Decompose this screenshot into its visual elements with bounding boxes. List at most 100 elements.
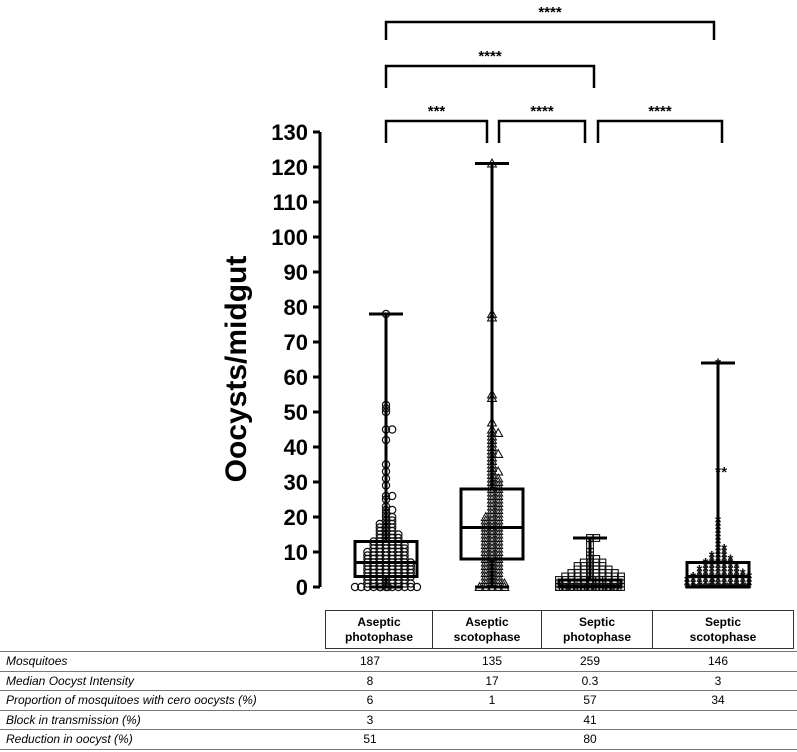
data-point bbox=[375, 523, 384, 532]
data-point bbox=[388, 516, 397, 525]
significance-label: **** bbox=[648, 103, 672, 120]
table-cell: 51 bbox=[363, 732, 377, 746]
data-point: * bbox=[690, 573, 696, 590]
category-label-line: Aseptic bbox=[357, 614, 401, 629]
box bbox=[353, 540, 419, 578]
category-header: Aseptic photophase bbox=[325, 610, 433, 649]
data-point: * bbox=[703, 566, 709, 583]
data-point: * bbox=[734, 566, 740, 583]
category-label-line: Aseptic bbox=[465, 614, 509, 629]
data-point: * bbox=[721, 545, 727, 562]
table-cell: 6 bbox=[366, 693, 374, 707]
data-point: * bbox=[734, 559, 740, 576]
data-point bbox=[406, 582, 415, 592]
row-divider bbox=[0, 710, 797, 711]
data-point: * bbox=[715, 576, 721, 593]
data-point: * bbox=[703, 576, 709, 593]
table-cell: 259 bbox=[579, 654, 601, 668]
data-point: * bbox=[727, 576, 733, 593]
data-point bbox=[375, 519, 384, 529]
data-point: * bbox=[709, 552, 715, 569]
data-point: * bbox=[709, 566, 715, 583]
table-row-label: Proportion of mosquitoes with cero oocys… bbox=[6, 693, 257, 707]
significance-label: **** bbox=[478, 48, 502, 65]
data-point bbox=[400, 544, 409, 553]
data-point: * bbox=[696, 576, 702, 593]
data-point: * bbox=[696, 566, 702, 583]
table-cell: 8 bbox=[366, 674, 374, 688]
significance-bracket: **** bbox=[384, 4, 716, 40]
data-point: * bbox=[721, 576, 727, 593]
data-point: * bbox=[703, 562, 709, 579]
table-row-label: Reduction in oocyst (%) bbox=[6, 732, 133, 746]
box-whisker bbox=[459, 162, 525, 589]
y-tick-label: 40 bbox=[284, 435, 308, 460]
data-point: * bbox=[710, 576, 716, 593]
box-whisker bbox=[353, 312, 419, 589]
data-point: * bbox=[734, 576, 740, 593]
y-tick-label: 90 bbox=[284, 260, 308, 285]
data-point: * bbox=[721, 548, 727, 565]
category-header: Septic photophase bbox=[541, 610, 653, 649]
data-point bbox=[388, 505, 397, 515]
data-point: * bbox=[727, 573, 733, 590]
category-label-line: photophase bbox=[345, 629, 413, 644]
table-cell: 34 bbox=[711, 693, 725, 707]
table-cell: 41 bbox=[583, 713, 597, 727]
category-label-line: Septic bbox=[704, 614, 741, 629]
data-point: * bbox=[727, 552, 733, 569]
significance-label: **** bbox=[538, 4, 562, 21]
bracket-line bbox=[384, 20, 716, 40]
row-divider bbox=[0, 729, 797, 730]
data-point: * bbox=[709, 548, 715, 565]
data-point: * bbox=[715, 559, 721, 576]
category-header: Aseptic scotophase bbox=[432, 610, 542, 649]
data-point: * bbox=[727, 566, 733, 583]
category-header: Septic scotophase bbox=[652, 610, 794, 649]
y-axis-label: Oocysts/midgut bbox=[220, 256, 253, 483]
data-point: * bbox=[721, 562, 727, 579]
data-point: * bbox=[690, 576, 696, 593]
data-point: * bbox=[721, 552, 727, 569]
data-point: * bbox=[696, 562, 702, 579]
data-point: * bbox=[721, 573, 727, 590]
data-point: * bbox=[709, 573, 715, 590]
data-point bbox=[388, 491, 397, 501]
y-tick-label: 70 bbox=[284, 330, 308, 355]
data-point: * bbox=[721, 464, 727, 481]
box-whisker bbox=[685, 361, 751, 589]
table-cell: 187 bbox=[359, 654, 381, 668]
data-point: * bbox=[709, 559, 715, 576]
data-point: * bbox=[727, 562, 733, 579]
data-point: * bbox=[740, 573, 746, 590]
box bbox=[459, 487, 525, 561]
category-label-line: scotophase bbox=[689, 629, 757, 644]
table-cell: 17 bbox=[485, 674, 499, 688]
box-plot-chart: Oocysts/midgut 0 10 20 30 40 50 60 70 80 90 100 110… bbox=[220, 4, 752, 600]
data-point: * bbox=[734, 573, 740, 590]
category-label-line: scotophase bbox=[453, 629, 521, 644]
data-point: * bbox=[710, 573, 716, 590]
y-tick-label: 100 bbox=[271, 225, 308, 250]
significance-bracket: **** bbox=[596, 103, 724, 143]
data-point: * bbox=[709, 562, 715, 579]
table-cell: 0.3 bbox=[581, 674, 599, 688]
y-tick-label: 80 bbox=[284, 295, 308, 320]
data-point: * bbox=[740, 566, 746, 583]
table-row-label: Block in transmission (%) bbox=[6, 713, 141, 727]
y-tick-label: 50 bbox=[284, 400, 308, 425]
y-tick-label: 130 bbox=[271, 120, 308, 145]
data-point bbox=[412, 582, 422, 592]
box-whisker bbox=[557, 536, 623, 589]
y-tick-label: 30 bbox=[284, 470, 308, 495]
data-point bbox=[363, 551, 372, 560]
table-cell: 135 bbox=[481, 654, 503, 668]
data-point bbox=[394, 530, 403, 539]
table-cell: 3 bbox=[714, 674, 722, 688]
data-point: * bbox=[721, 559, 727, 576]
data-point: * bbox=[734, 562, 740, 579]
data-point bbox=[363, 547, 372, 557]
y-tick-label: 110 bbox=[273, 190, 309, 215]
significance-bracket: *** bbox=[384, 103, 489, 143]
data-point bbox=[357, 582, 366, 592]
